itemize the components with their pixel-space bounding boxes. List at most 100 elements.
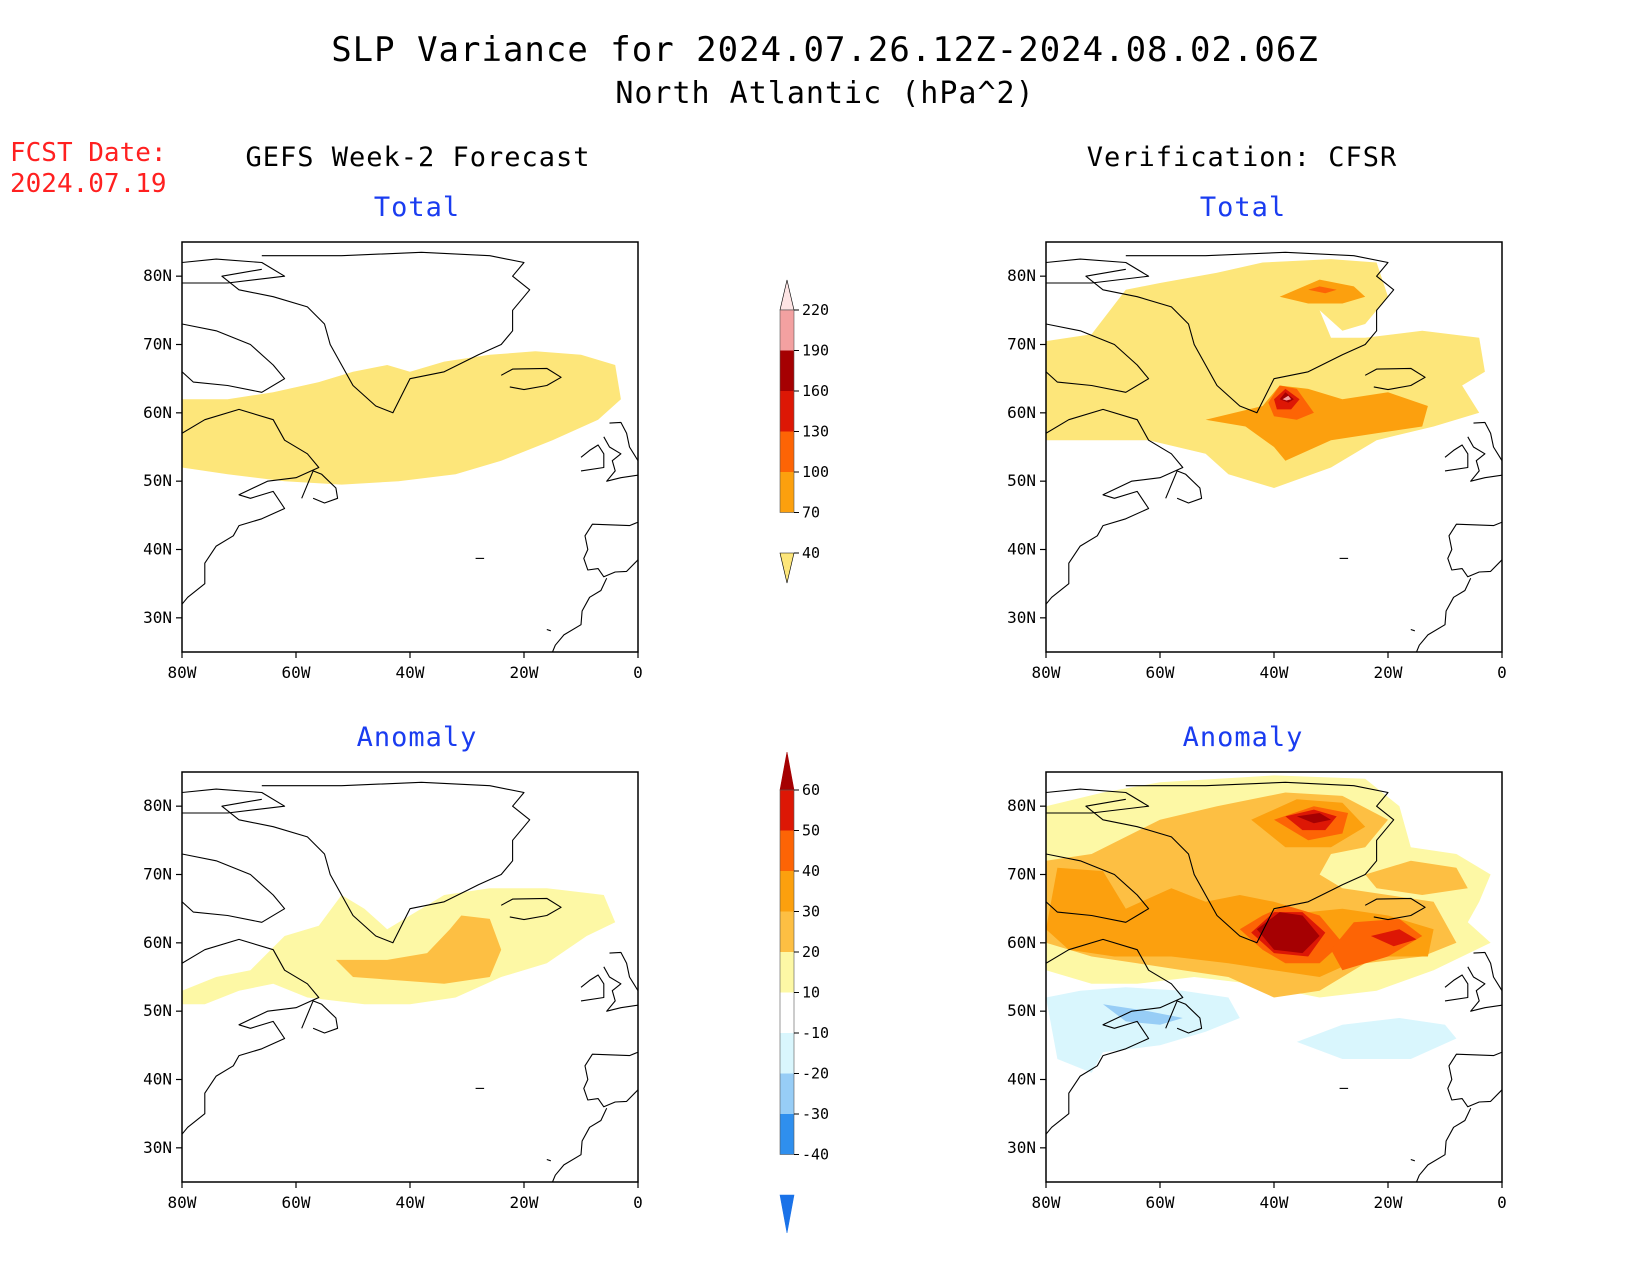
map-cfsr-total: 30N 40N 50N 60N 70N 80N 80W 60W 40W 20W 0: [1007, 241, 1507, 682]
colorbar-label: 40: [802, 544, 820, 562]
coastline-8: [1447, 521, 1502, 578]
cfsr-total-field: [1046, 259, 1485, 488]
lon-tick-label: 60W: [1146, 663, 1175, 682]
map-cfsr-anomaly: 30N 40N 50N 60N 70N 80N 80W 60W 40W 20W 0: [1007, 771, 1507, 1212]
lat-tick-label: 60N: [143, 403, 172, 422]
coastline-9: [1415, 577, 1472, 652]
map-panel-gefs-anomaly: 30N 40N 50N 60N 70N 80N 80W 60W 40W 20W 0: [110, 768, 660, 1218]
gefs-total-field: [182, 351, 621, 485]
colorbar-swatch: [780, 830, 794, 871]
lon-tick-label: 20W: [1374, 1193, 1403, 1212]
lon-tick-label: 40W: [396, 1193, 425, 1212]
contour-region-40-0: [182, 351, 621, 485]
colorbar-label: -20: [802, 1065, 829, 1083]
coastline-6: [603, 951, 638, 1012]
coastline-2: [1046, 788, 1150, 814]
colorbar-label: 60: [802, 781, 820, 799]
colorbar-label: 220: [802, 301, 829, 319]
panel-title-gefs-total: Total: [373, 192, 461, 223]
lat-tick-label: 70N: [1007, 865, 1036, 884]
coastline-4: [1165, 1000, 1203, 1034]
coastline-3: [1046, 938, 1184, 1135]
contour-region-100-4: [1308, 286, 1337, 294]
colorbar-label: -30: [802, 1105, 829, 1123]
contour-region-60-12: [1296, 813, 1331, 824]
colorbar-swatch: [780, 1073, 794, 1114]
lon-tick-label: 0: [633, 1193, 643, 1212]
colorbar-swatch: [780, 391, 794, 432]
coastline-3: [182, 938, 320, 1135]
lon-tick-label: 20W: [510, 1193, 539, 1212]
colorbar-label: -10: [802, 1024, 829, 1042]
column-title-left: GEFS Week-2 Forecast: [245, 142, 591, 173]
contour-region-20-2: [1365, 860, 1468, 895]
colorbar-swatch: [780, 431, 794, 472]
lon-tick-label: 80W: [168, 1193, 197, 1212]
coastline-1: [182, 853, 286, 923]
colorbar-swatch: [780, 952, 794, 993]
map-panel-cfsr-total: 30N 40N 50N 60N 70N 80N 80W 60W 40W 20W 0: [974, 238, 1524, 688]
coastline-9: [551, 577, 608, 652]
coastline-6: [603, 421, 638, 482]
lat-tick-label: 70N: [1007, 335, 1036, 354]
lon-tick-label: 20W: [1374, 663, 1403, 682]
map-gefs-anomaly: 30N 40N 50N 60N 70N 80N 80W 60W 40W 20W 0: [143, 771, 643, 1212]
lat-tick-label: 50N: [1007, 1001, 1036, 1020]
colorbar-swatch: [780, 1033, 794, 1074]
forecast-date-label: FCST Date:: [10, 138, 167, 168]
colorbar-label: 100: [802, 463, 829, 481]
coastline-8: [1447, 1051, 1502, 1108]
map-panel-cfsr-anomaly: 30N 40N 50N 60N 70N 80N 80W 60W 40W 20W 0: [974, 768, 1524, 1218]
colorbar-label: 10: [802, 984, 820, 1002]
colorbar-swatch: [780, 310, 794, 351]
colorbar-anomaly-svg: 60 50 40 30 20 10 -10 -20 -30 -40: [779, 751, 829, 1234]
coastline-3: [1046, 408, 1184, 605]
colorbar-swatch: [780, 350, 794, 391]
lon-tick-label: 40W: [1260, 1193, 1289, 1212]
colorbar-swatch: [780, 871, 794, 912]
coastline-3: [182, 408, 320, 605]
lon-tick-label: 20W: [510, 663, 539, 682]
lat-tick-label: 80N: [1007, 266, 1036, 285]
coastline-5: [1364, 897, 1426, 921]
colorbar-swatch: [780, 1114, 794, 1155]
lon-tick-label: 80W: [1032, 663, 1061, 682]
colorbar-total: 220 190 160 130 100 70 40: [779, 279, 880, 620]
lon-tick-label: 60W: [1146, 1193, 1175, 1212]
coastline-4: [1165, 470, 1203, 504]
coastline-7: [580, 444, 605, 472]
colorbar-label: 50: [802, 822, 820, 840]
lon-tick-label: 0: [1497, 663, 1507, 682]
coastline-0: [1085, 781, 1395, 944]
contour-region-50-10: [1370, 929, 1417, 947]
coastline-9: [1415, 1107, 1472, 1182]
coastline-7: [580, 974, 605, 1002]
coastline-11: [546, 1158, 551, 1162]
coastline-1: [182, 323, 286, 393]
lat-tick-label: 30N: [1007, 608, 1036, 627]
colorbar-swatch: [780, 472, 794, 513]
panel-title-cfsr-total: Total: [1199, 192, 1287, 223]
coastlines: [182, 251, 638, 652]
colorbar-label: -40: [802, 1146, 829, 1164]
lat-tick-label: 60N: [1007, 933, 1036, 952]
colorbar-label: 30: [802, 903, 820, 921]
lat-tick-label: 40N: [143, 540, 172, 559]
colorbar-label: 160: [802, 382, 829, 400]
coastline-0: [221, 251, 531, 414]
coastline-5: [500, 897, 562, 921]
lat-tick-label: 60N: [143, 933, 172, 952]
coastlines: [182, 781, 638, 1182]
contour-region-10-0: [182, 888, 616, 1005]
colorbar-label: 190: [802, 342, 829, 360]
panel-title-gefs-anomaly: Anomaly: [356, 722, 478, 753]
coastline-5: [1364, 367, 1426, 391]
coastline-2: [1046, 258, 1150, 284]
lat-tick-label: 80N: [1007, 796, 1036, 815]
lat-tick-label: 30N: [143, 1138, 172, 1157]
lon-tick-label: 0: [633, 663, 643, 682]
lat-tick-label: 70N: [143, 865, 172, 884]
contour-region--10-15: [1296, 1018, 1457, 1059]
colorbar-bottom-triangle: [779, 1194, 795, 1234]
contour-region-60-11: [1256, 912, 1320, 954]
